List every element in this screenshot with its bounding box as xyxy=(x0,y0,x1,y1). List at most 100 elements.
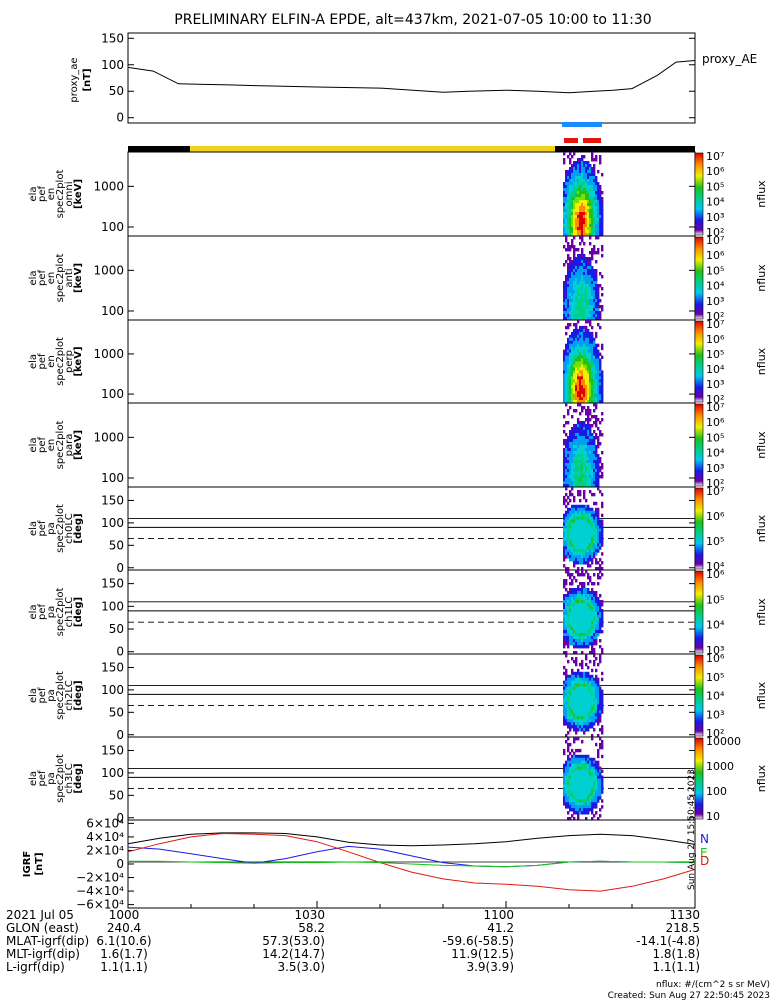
spectrogram-cell xyxy=(591,376,594,380)
spectrogram-cell xyxy=(575,579,578,583)
spectrogram-cell xyxy=(583,218,586,222)
spectrogram-cell xyxy=(593,814,596,818)
spectrogram-cell xyxy=(589,439,592,443)
spectrogram-cell xyxy=(593,233,596,237)
spectrogram-cell xyxy=(565,686,568,690)
spectrogram-cell xyxy=(597,460,600,464)
side-stamp: Sun Aug 27 15:50:45 2023 xyxy=(687,769,697,890)
spectrogram-cell xyxy=(579,266,582,270)
colorbar-tick-label: 10⁴ xyxy=(706,619,725,632)
spectrogram-cell xyxy=(579,728,582,732)
spectrogram-cell xyxy=(587,361,590,365)
spectrogram-cell xyxy=(585,308,588,312)
spectrogram-cell xyxy=(565,570,568,574)
spectrogram-cell xyxy=(585,218,588,222)
spectrogram-cell xyxy=(573,766,576,770)
spectrogram-cell xyxy=(579,397,582,401)
spectrogram-cell xyxy=(575,722,578,726)
spectrogram-cell xyxy=(597,191,600,195)
spectrogram-cell xyxy=(581,272,584,276)
spectrogram-cell xyxy=(597,230,600,234)
spectrogram-cell xyxy=(595,236,598,240)
spectrogram-cell xyxy=(589,796,592,800)
spectrogram-cell xyxy=(601,370,604,374)
spectrogram-cell xyxy=(597,662,600,667)
spectrogram-cell xyxy=(575,680,578,685)
spectrogram-cell xyxy=(589,558,592,562)
spectrogram-cell xyxy=(583,591,586,595)
spectrogram-cell xyxy=(595,451,598,455)
spectrogram-cell xyxy=(589,805,592,809)
spectrogram-cell xyxy=(573,236,576,240)
spectrogram-cell xyxy=(597,227,600,231)
spectrogram-cell xyxy=(593,692,596,696)
spectrogram-cell xyxy=(587,167,590,171)
spectrogram-cell xyxy=(567,713,570,717)
spectrogram-cell xyxy=(593,442,596,446)
spectrogram-cell xyxy=(565,668,568,673)
spectrogram-cell xyxy=(573,478,576,482)
spectrogram-cell xyxy=(569,227,572,231)
spectrogram-cell xyxy=(589,349,592,353)
spectrogram-panel-ch3LC: elapefpaspec2plotch3LC[deg]0501001501010… xyxy=(28,735,768,825)
spectrogram-cell xyxy=(585,230,588,234)
spectrogram-cell xyxy=(573,677,576,682)
spectrogram-cell xyxy=(567,763,570,768)
spectrogram-cell xyxy=(589,230,592,234)
spectrogram-cell xyxy=(563,224,566,228)
spectrogram-cell xyxy=(597,704,600,708)
spectrogram-cell xyxy=(571,269,574,273)
spectrogram-cell xyxy=(577,212,580,216)
spectrogram-cell xyxy=(597,302,600,306)
spectrogram-cell xyxy=(573,624,576,628)
spectrogram-cell xyxy=(589,543,592,547)
spectrogram-cell xyxy=(569,191,572,195)
spectrogram-cell xyxy=(583,296,586,300)
spectrogram-cell xyxy=(573,367,576,371)
spectrogram-cell xyxy=(589,516,592,520)
spectrogram-cell xyxy=(581,692,584,696)
spectrogram-cell xyxy=(563,185,566,189)
spectrogram-cell xyxy=(583,430,586,434)
spectrogram-cell xyxy=(601,805,604,809)
spectrogram-cell xyxy=(593,603,596,607)
spectrogram-cell xyxy=(567,501,570,506)
spectrogram-cell xyxy=(573,212,576,216)
spectrogram-cell xyxy=(581,683,584,687)
spectrogram-cell xyxy=(563,633,566,637)
spectrogram-cell xyxy=(589,528,592,532)
spectrogram-cell xyxy=(585,504,588,509)
spectrogram-cell xyxy=(565,358,568,362)
spectrogram-burst xyxy=(563,487,604,571)
spectrogram-cell xyxy=(591,525,594,529)
spectrogram-cell xyxy=(571,686,574,690)
spectrogram-cell xyxy=(601,308,604,312)
spectrogram-cell xyxy=(599,325,602,330)
spectrogram-cell xyxy=(565,594,568,598)
spectrogram-cell xyxy=(583,630,586,634)
spectrogram-cell xyxy=(581,311,584,315)
spectrogram-cell xyxy=(565,674,568,679)
spectrogram-cell xyxy=(571,725,574,729)
spectrogram-cell xyxy=(565,206,568,210)
spectrogram-cell xyxy=(597,573,600,577)
spectrogram-cell xyxy=(571,671,574,676)
spectrogram-cell xyxy=(577,781,580,785)
spectrogram-cell xyxy=(579,606,582,610)
spectrogram-cell xyxy=(597,209,600,213)
spectrogram-cell xyxy=(595,391,598,395)
spectrogram-cell xyxy=(577,442,580,446)
spectrogram-cell xyxy=(579,790,582,794)
spectrogram-cell xyxy=(583,379,586,383)
spectrogram-cell xyxy=(599,158,602,162)
spectrogram-cell xyxy=(589,591,592,595)
spectrogram-cell xyxy=(583,272,586,276)
spectrogram-cell xyxy=(595,701,598,705)
proxy-ae-ytick-label: 100 xyxy=(101,58,124,72)
spectrogram-cell xyxy=(575,200,578,204)
spectrogram-cell xyxy=(589,188,592,192)
spectrogram-cell xyxy=(587,597,590,601)
spectrogram-cell xyxy=(567,621,570,625)
spectrogram-cell xyxy=(601,742,604,747)
spectrogram-cell xyxy=(577,266,580,270)
